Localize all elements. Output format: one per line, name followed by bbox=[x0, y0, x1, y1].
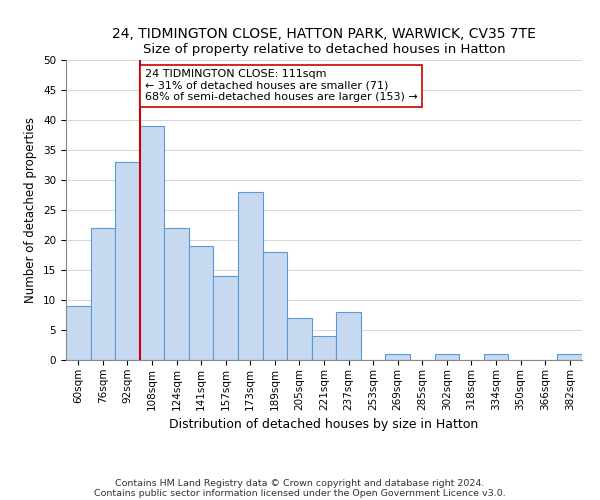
Bar bbox=[91, 228, 115, 360]
Bar bbox=[214, 276, 238, 360]
Bar bbox=[263, 252, 287, 360]
X-axis label: Distribution of detached houses by size in Hatton: Distribution of detached houses by size … bbox=[169, 418, 479, 431]
Text: 24 TIDMINGTON CLOSE: 111sqm
← 31% of detached houses are smaller (71)
68% of sem: 24 TIDMINGTON CLOSE: 111sqm ← 31% of det… bbox=[145, 69, 418, 102]
Bar bbox=[287, 318, 312, 360]
Text: Size of property relative to detached houses in Hatton: Size of property relative to detached ho… bbox=[143, 42, 505, 56]
Bar bbox=[189, 246, 214, 360]
Bar bbox=[238, 192, 263, 360]
Text: 24, TIDMINGTON CLOSE, HATTON PARK, WARWICK, CV35 7TE: 24, TIDMINGTON CLOSE, HATTON PARK, WARWI… bbox=[112, 28, 536, 42]
Bar bbox=[115, 162, 140, 360]
Bar bbox=[140, 126, 164, 360]
Bar bbox=[557, 354, 582, 360]
Bar bbox=[164, 228, 189, 360]
Bar bbox=[336, 312, 361, 360]
Bar bbox=[312, 336, 336, 360]
Y-axis label: Number of detached properties: Number of detached properties bbox=[25, 117, 37, 303]
Text: Contains HM Land Registry data © Crown copyright and database right 2024.: Contains HM Land Registry data © Crown c… bbox=[115, 478, 485, 488]
Bar bbox=[434, 354, 459, 360]
Bar bbox=[484, 354, 508, 360]
Bar bbox=[66, 306, 91, 360]
Text: Contains public sector information licensed under the Open Government Licence v3: Contains public sector information licen… bbox=[94, 488, 506, 498]
Bar bbox=[385, 354, 410, 360]
